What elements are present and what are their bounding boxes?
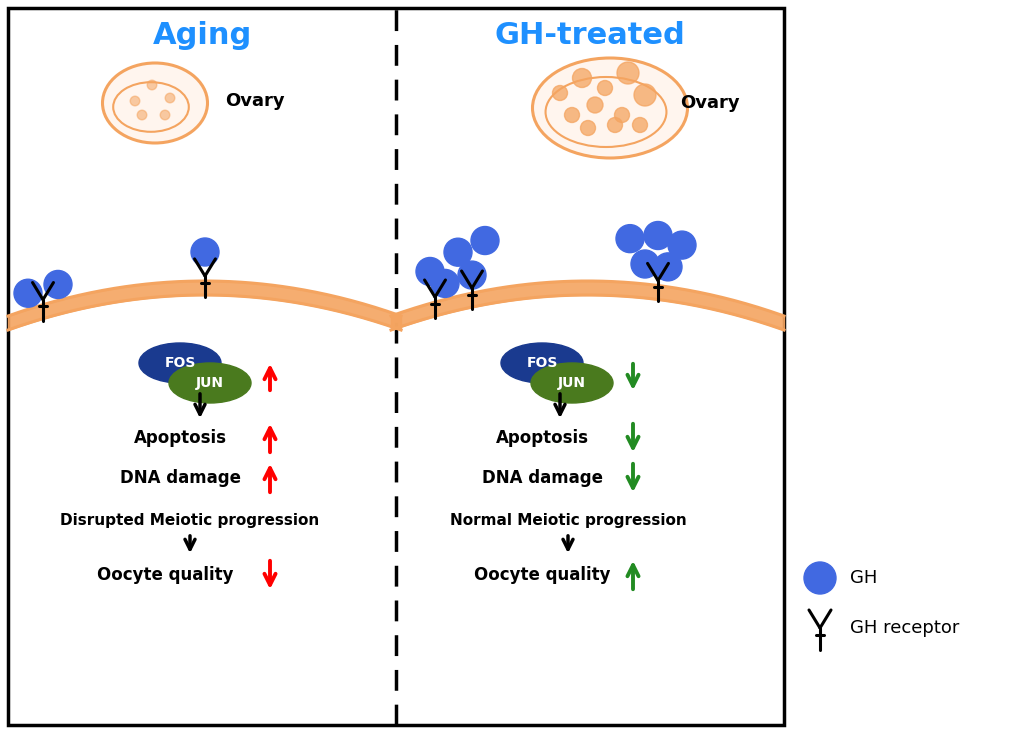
Circle shape <box>580 120 595 136</box>
Circle shape <box>431 270 459 298</box>
Text: DNA damage: DNA damage <box>481 469 602 487</box>
Text: GH: GH <box>849 569 876 587</box>
Circle shape <box>631 250 658 278</box>
Text: FOS: FOS <box>164 356 196 370</box>
Circle shape <box>44 270 72 298</box>
Text: Normal Meiotic progression: Normal Meiotic progression <box>449 512 686 528</box>
Text: JUN: JUN <box>557 376 586 390</box>
Circle shape <box>634 84 655 106</box>
Ellipse shape <box>169 363 251 403</box>
Text: DNA damage: DNA damage <box>119 469 240 487</box>
Text: Ovary: Ovary <box>225 92 284 110</box>
Text: Apoptosis: Apoptosis <box>495 429 588 447</box>
Circle shape <box>191 238 219 266</box>
Ellipse shape <box>531 363 612 403</box>
Circle shape <box>471 226 498 254</box>
Text: GH receptor: GH receptor <box>849 619 959 637</box>
Ellipse shape <box>139 343 221 383</box>
Circle shape <box>572 68 591 87</box>
Circle shape <box>552 86 567 100</box>
Circle shape <box>443 238 472 266</box>
Ellipse shape <box>500 343 583 383</box>
Text: JUN: JUN <box>196 376 224 390</box>
Ellipse shape <box>102 63 207 143</box>
Circle shape <box>165 93 174 103</box>
Text: Ovary: Ovary <box>680 94 739 112</box>
Circle shape <box>653 253 682 281</box>
Text: Aging: Aging <box>152 21 252 50</box>
Circle shape <box>616 62 638 84</box>
Circle shape <box>803 562 836 594</box>
Circle shape <box>667 231 695 259</box>
Circle shape <box>130 96 140 106</box>
Text: FOS: FOS <box>526 356 557 370</box>
Text: Oocyte quality: Oocyte quality <box>97 566 233 584</box>
Circle shape <box>586 97 602 113</box>
Circle shape <box>160 110 169 119</box>
Circle shape <box>416 257 443 285</box>
Circle shape <box>607 117 622 133</box>
Circle shape <box>14 279 42 307</box>
Ellipse shape <box>532 58 687 158</box>
Circle shape <box>147 80 157 90</box>
Circle shape <box>613 108 629 122</box>
Text: GH-treated: GH-treated <box>494 21 685 50</box>
Circle shape <box>643 221 672 249</box>
Circle shape <box>564 108 579 122</box>
Circle shape <box>615 224 643 253</box>
Text: Oocyte quality: Oocyte quality <box>473 566 609 584</box>
FancyBboxPatch shape <box>8 8 784 725</box>
Text: Apoptosis: Apoptosis <box>133 429 226 447</box>
Circle shape <box>632 117 647 133</box>
Circle shape <box>138 110 147 119</box>
Circle shape <box>458 261 485 289</box>
Circle shape <box>597 81 611 95</box>
Text: Disrupted Meiotic progression: Disrupted Meiotic progression <box>60 512 319 528</box>
